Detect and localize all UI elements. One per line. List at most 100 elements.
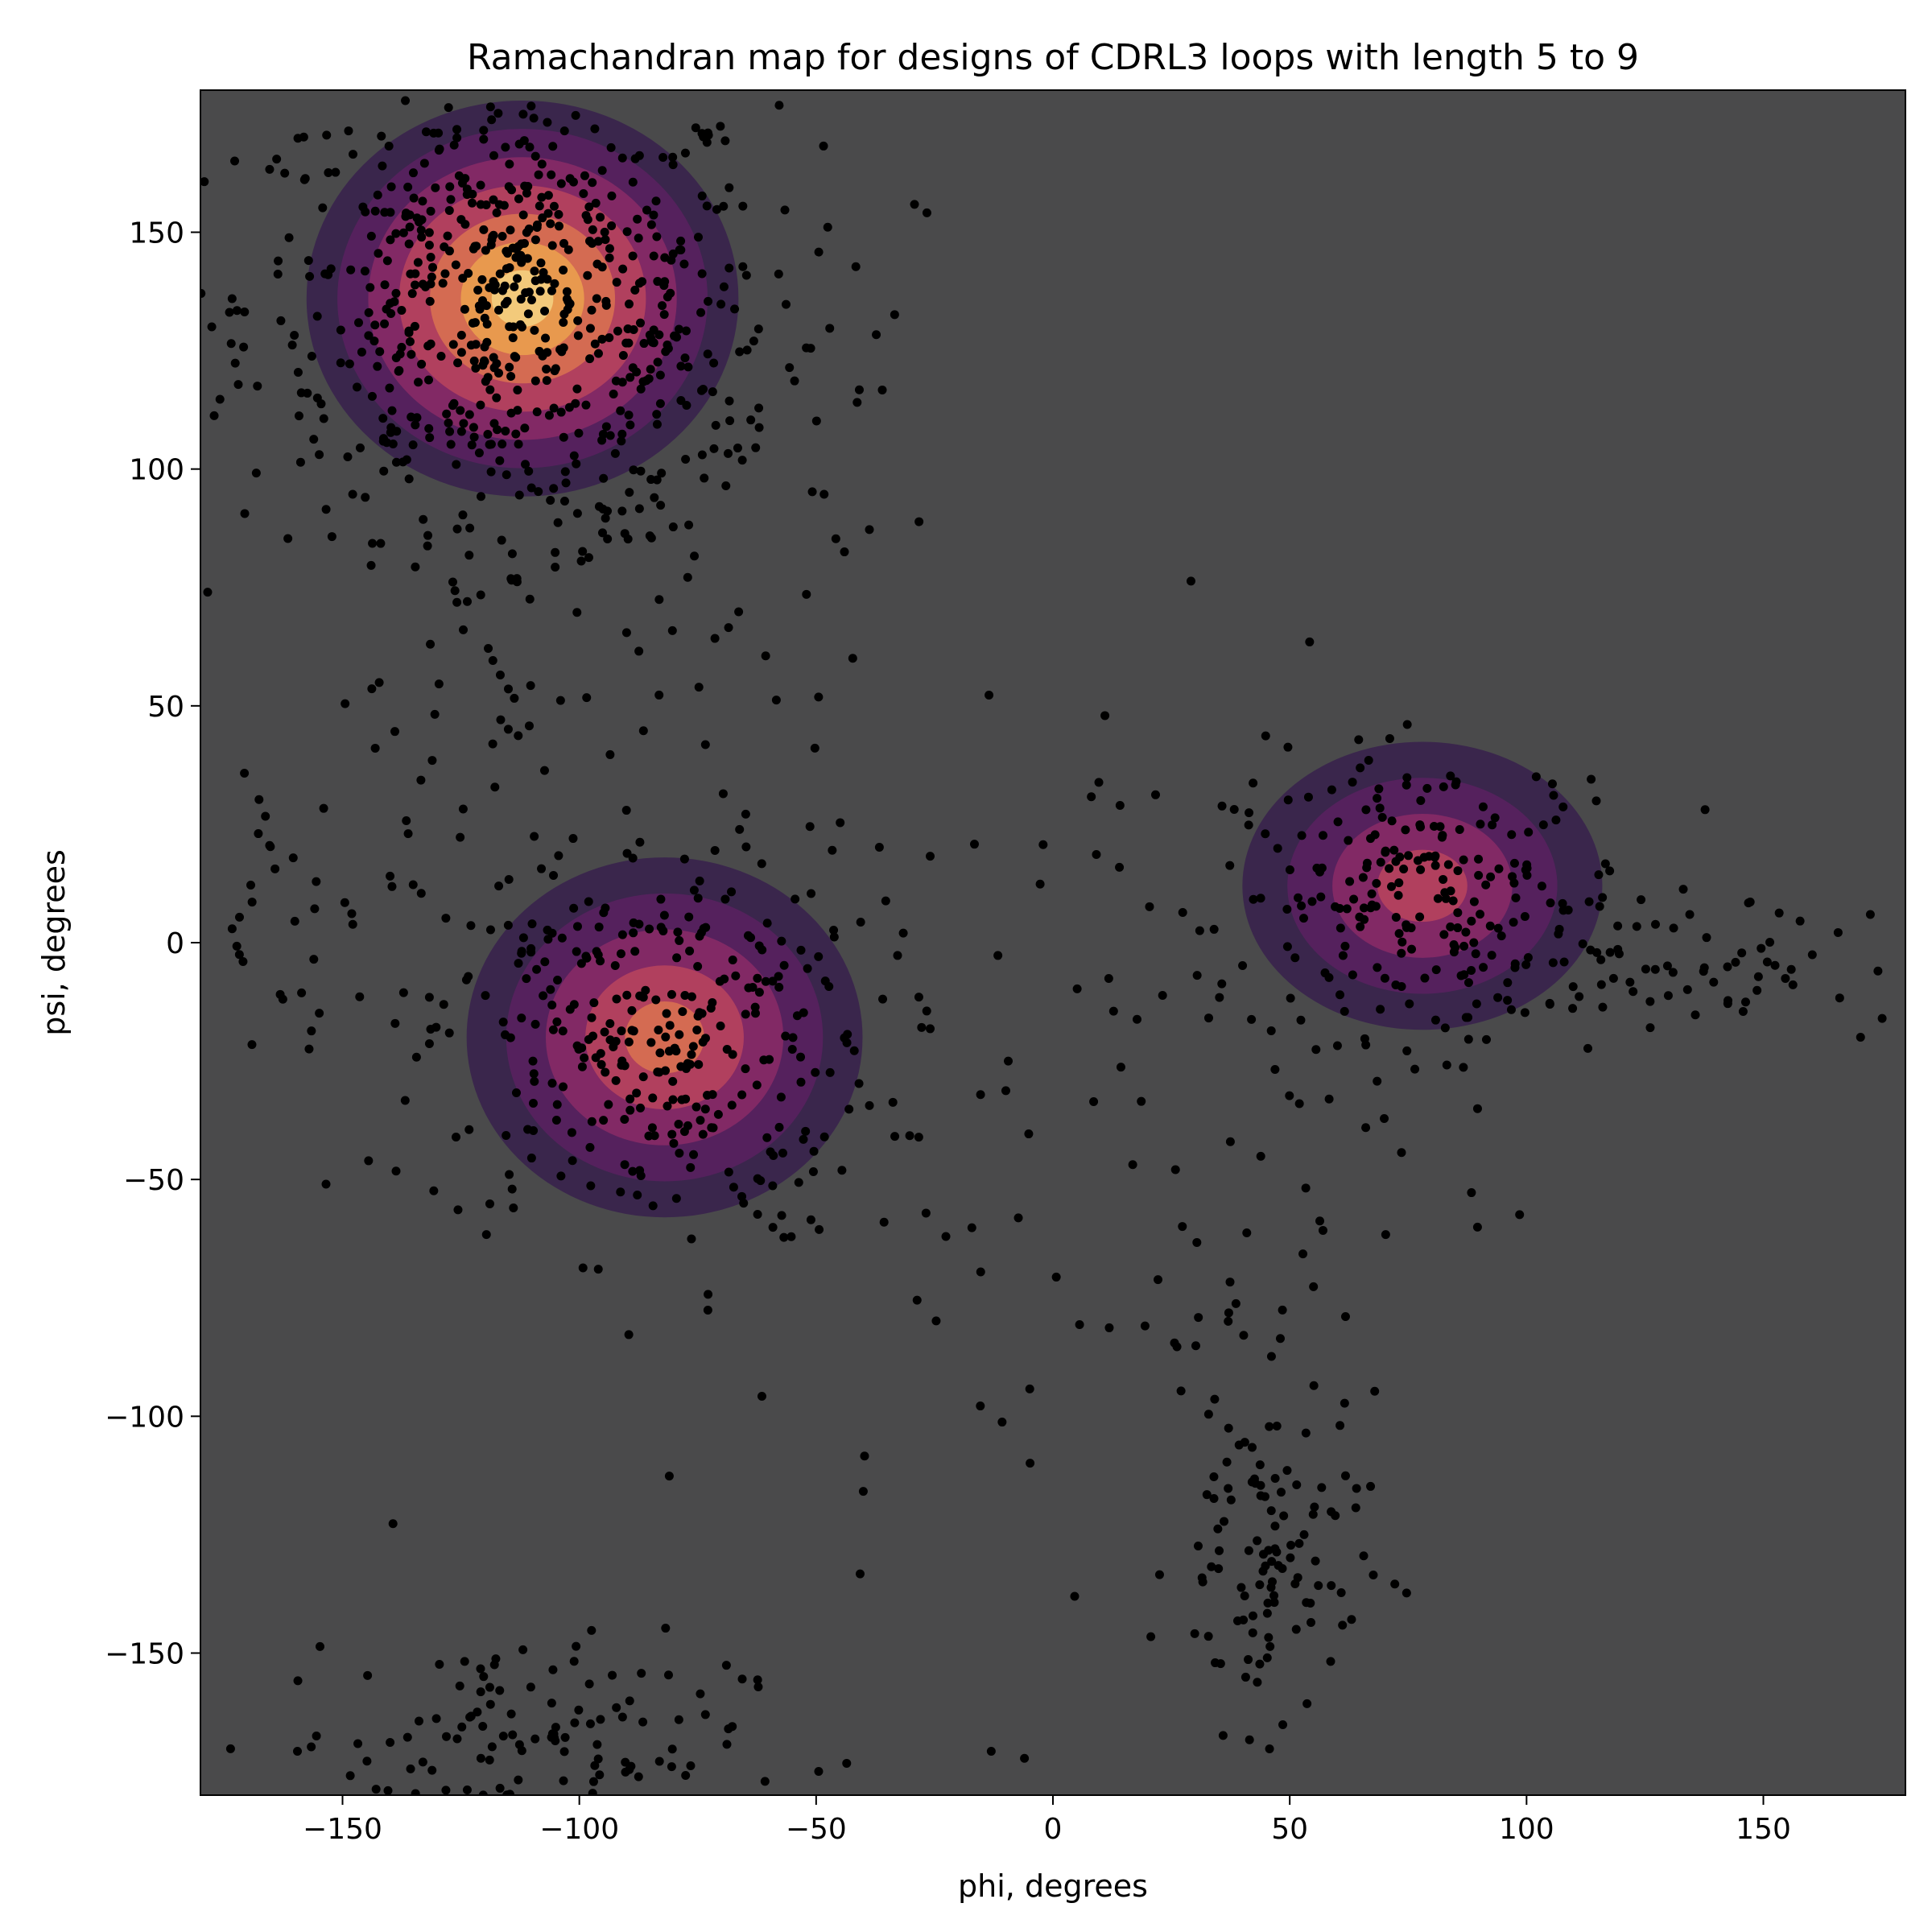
scatter-point — [1317, 1483, 1327, 1492]
scatter-point — [922, 208, 931, 217]
scatter-point — [625, 1105, 635, 1115]
scatter-point — [478, 296, 488, 306]
scatter-point — [779, 960, 789, 970]
scatter-point — [518, 210, 528, 220]
scatter-point — [621, 1757, 630, 1767]
scatter-point — [646, 365, 655, 374]
scatter-point — [572, 947, 581, 956]
scatter-point — [534, 487, 543, 497]
scatter-point — [752, 1080, 762, 1090]
scatter-point — [462, 597, 472, 606]
scatter-point — [1092, 849, 1101, 859]
scatter-point — [815, 1224, 824, 1234]
scatter-point — [530, 1019, 540, 1029]
scatter-point — [633, 1190, 642, 1199]
scatter-point — [431, 183, 440, 192]
scatter-point — [1191, 1341, 1200, 1351]
scatter-point — [294, 411, 303, 421]
scatter-point — [654, 595, 664, 605]
scatter-point — [710, 845, 720, 855]
scatter-point — [1176, 1386, 1186, 1396]
scatter-point — [572, 1641, 581, 1651]
scatter-point — [426, 206, 436, 216]
scatter-point — [993, 951, 1003, 960]
scatter-point — [554, 221, 564, 231]
scatter-point — [605, 1019, 615, 1029]
scatter-point — [1340, 941, 1350, 951]
scatter-point — [774, 982, 784, 992]
scatter-point — [355, 992, 365, 1001]
scatter-point — [1236, 1583, 1246, 1592]
scatter-point — [390, 727, 400, 737]
scatter-point — [232, 306, 242, 316]
scatter-point — [806, 344, 815, 353]
scatter-point — [495, 1686, 505, 1695]
scatter-point — [1372, 878, 1381, 888]
scatter-point — [638, 726, 648, 736]
scatter-point — [605, 332, 614, 342]
x-tick-label: −150 — [303, 1813, 382, 1846]
scatter-point — [503, 724, 513, 734]
scatter-point — [502, 1131, 511, 1141]
scatter-point — [675, 935, 684, 945]
scatter-point — [435, 1659, 444, 1669]
scatter-point — [1225, 861, 1235, 870]
scatter-point — [559, 238, 568, 248]
scatter-point — [664, 1472, 674, 1481]
scatter-point — [636, 1103, 646, 1113]
scatter-point — [1247, 1014, 1257, 1024]
scatter-point — [761, 651, 770, 661]
scatter-point — [592, 1740, 602, 1749]
scatter-point — [599, 473, 609, 483]
scatter-point — [1613, 921, 1623, 931]
scatter-point — [510, 282, 519, 291]
scatter-point — [1731, 957, 1740, 967]
scatter-point — [649, 210, 658, 220]
scatter-point — [468, 318, 477, 328]
scatter-point — [554, 851, 564, 861]
scatter-point — [808, 1167, 818, 1177]
scatter-point — [1493, 923, 1503, 933]
scatter-point — [1481, 1034, 1491, 1044]
scatter-point — [362, 1757, 372, 1766]
scatter-point — [1318, 1225, 1327, 1235]
scatter-point — [1459, 855, 1468, 865]
scatter-point — [1332, 1041, 1342, 1051]
scatter-point — [548, 142, 558, 151]
scatter-point — [1140, 1321, 1150, 1331]
scatter-point — [620, 529, 630, 539]
scatter-point — [791, 894, 800, 904]
scatter-point — [742, 345, 752, 355]
scatter-point — [585, 237, 595, 246]
scatter-point — [1402, 773, 1412, 782]
scatter-point — [1247, 1443, 1257, 1452]
scatter-point — [397, 306, 407, 316]
scatter-point — [634, 279, 644, 288]
scatter-point — [1348, 778, 1357, 787]
scatter-point — [464, 410, 474, 419]
scatter-point — [1524, 828, 1534, 837]
scatter-point — [588, 1777, 598, 1786]
scatter-point — [540, 957, 550, 967]
scatter-point — [307, 1026, 316, 1036]
scatter-point — [280, 168, 290, 178]
scatter-point — [653, 277, 663, 287]
scatter-point — [617, 930, 627, 939]
scatter-point — [419, 159, 429, 168]
scatter-point — [293, 367, 303, 377]
scatter-point — [1240, 1591, 1249, 1600]
scatter-point — [1459, 1063, 1468, 1072]
scatter-point — [681, 455, 691, 464]
scatter-point — [807, 889, 816, 898]
scatter-point — [497, 440, 507, 449]
scatter-point — [554, 209, 564, 219]
scatter-point — [716, 299, 726, 309]
scatter-point — [1307, 897, 1317, 906]
scatter-point — [1282, 1466, 1292, 1476]
scatter-point — [560, 1732, 570, 1742]
scatter-point — [724, 263, 734, 273]
scatter-point — [1351, 1503, 1360, 1513]
scatter-point — [391, 457, 401, 467]
scatter-point — [1463, 1034, 1473, 1044]
scatter-point — [1463, 978, 1473, 988]
